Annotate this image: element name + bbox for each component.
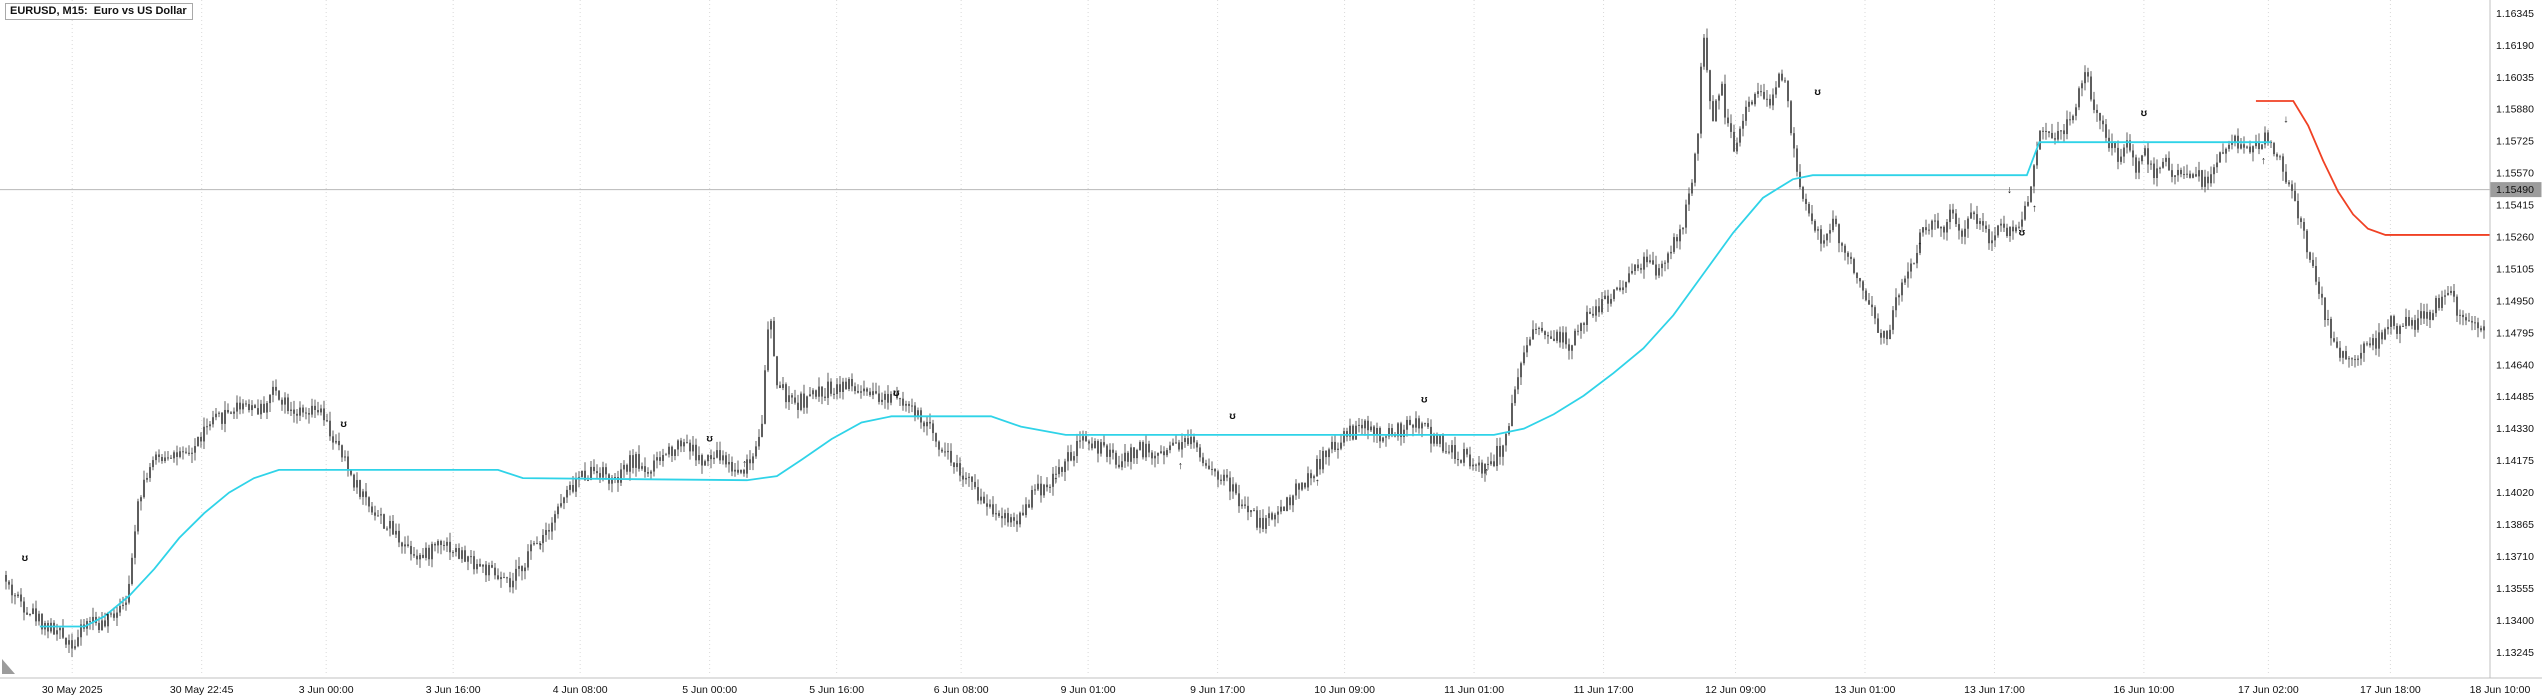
price-axis-label: 1.16035 xyxy=(2496,72,2534,84)
grid-lines xyxy=(71,0,2391,676)
price-axis-label: 1.14640 xyxy=(2496,359,2534,371)
up-signal-icon: ʊ xyxy=(2141,107,2148,119)
time-axis[interactable]: 30 May 2025 30 May 22:45 3 Jun 00:00 3 Jun … xyxy=(42,684,2531,696)
price-axis-label: 1.14020 xyxy=(2496,487,2534,499)
buy-arrow-icon: ↑ xyxy=(1484,466,1489,478)
trend-up-line xyxy=(39,141,2271,628)
buy-arrow-icon: ↑ xyxy=(1315,476,1320,488)
down-signal-icon: ʊ xyxy=(2019,226,2026,238)
price-axis-label: 1.16190 xyxy=(2496,40,2534,52)
price-axis-label: 1.14485 xyxy=(2496,391,2534,403)
signal-markers: ↑ ↑ ↑ ↑ ↑ ↑ ↑ ↑ ↑ ↑ ↓ ↓ ʊ ʊ ʊ ʊ ʊ ʊ ʊ ʊ ʊ xyxy=(22,86,2289,622)
price-axis[interactable]: 1.16345 1.16190 1.16035 1.15880 1.15725 1.155… xyxy=(2496,8,2534,659)
time-axis-label: 10 Jun 09:00 xyxy=(1314,684,1375,696)
time-axis-label: 11 Jun 01:00 xyxy=(1444,684,1504,696)
time-axis-label: 17 Jun 18:00 xyxy=(2360,684,2421,696)
buy-arrow-icon: ↑ xyxy=(2032,202,2037,214)
time-axis-label: 5 Jun 16:00 xyxy=(809,684,864,696)
time-axis-label: 3 Jun 00:00 xyxy=(299,684,354,696)
trend-down-line xyxy=(2255,100,2490,236)
price-tag-label: 1.15490 xyxy=(2496,184,2534,196)
sell-arrow-icon: ↓ xyxy=(2007,184,2012,196)
price-axis-label: 1.13245 xyxy=(2496,647,2534,659)
time-axis-label: 17 Jun 02:00 xyxy=(2238,684,2299,696)
time-axis-label: 4 Jun 08:00 xyxy=(553,684,608,696)
price-axis-label: 1.14175 xyxy=(2496,455,2534,467)
up-signal-icon: ʊ xyxy=(340,418,347,430)
chart-title: EURUSD, M15: Euro vs US Dollar xyxy=(5,3,193,20)
up-signal-icon: ʊ xyxy=(1229,410,1236,422)
up-signal-icon: ʊ xyxy=(706,432,713,444)
time-axis-label: 9 Jun 17:00 xyxy=(1190,684,1245,696)
time-axis-label: 30 May 2025 xyxy=(42,684,103,696)
price-axis-label: 1.15260 xyxy=(2496,232,2534,244)
buy-arrow-icon: ↑ xyxy=(1053,474,1058,486)
scroll-anchor-icon xyxy=(2,659,15,674)
candlesticks xyxy=(5,28,2485,658)
time-axis-label: 18 Jun 10:00 xyxy=(2470,684,2531,696)
price-axis-label: 1.15105 xyxy=(2496,263,2534,275)
time-axis-label: 13 Jun 01:00 xyxy=(1835,684,1896,696)
time-axis-label: 16 Jun 10:00 xyxy=(2114,684,2175,696)
price-tag: 1.15490 xyxy=(2490,182,2542,198)
sell-arrow-icon: ↓ xyxy=(2283,114,2288,126)
price-axis-label: 1.15415 xyxy=(2496,200,2534,212)
buy-arrow-icon: ↑ xyxy=(104,610,109,622)
buy-arrow-icon: ↑ xyxy=(538,540,543,552)
time-axis-label: 9 Jun 01:00 xyxy=(1061,684,1116,696)
time-axis-label: 30 May 22:45 xyxy=(170,684,234,696)
time-axis-label: 5 Jun 00:00 xyxy=(682,684,737,696)
price-axis-label: 1.13710 xyxy=(2496,551,2534,563)
up-signal-icon: ʊ xyxy=(1421,393,1428,405)
time-axis-label: 11 Jun 17:00 xyxy=(1574,684,1634,696)
price-axis-label: 1.15725 xyxy=(2496,136,2534,148)
up-signal-icon: ʊ xyxy=(22,552,29,564)
price-axis-label: 1.13555 xyxy=(2496,583,2534,595)
time-axis-label: 12 Jun 09:00 xyxy=(1705,684,1766,696)
price-axis-label: 1.14795 xyxy=(2496,327,2534,339)
buy-arrow-icon: ↑ xyxy=(2261,155,2266,167)
buy-arrow-icon: ↑ xyxy=(1178,460,1183,472)
time-axis-label: 3 Jun 16:00 xyxy=(426,684,481,696)
price-axis-label: 1.15570 xyxy=(2496,168,2534,180)
price-axis-label: 1.15880 xyxy=(2496,104,2534,116)
price-axis-label: 1.16345 xyxy=(2496,8,2534,20)
up-signal-icon: ʊ xyxy=(1814,86,1821,98)
time-axis-label: 6 Jun 08:00 xyxy=(934,684,989,696)
buy-arrow-icon: ↑ xyxy=(1917,239,1922,251)
up-signal-icon: ʊ xyxy=(893,387,900,399)
buy-arrow-icon: ↑ xyxy=(742,458,747,470)
price-axis-label: 1.14330 xyxy=(2496,423,2534,435)
time-axis-label: 13 Jun 17:00 xyxy=(1964,684,2025,696)
price-axis-label: 1.13865 xyxy=(2496,519,2534,531)
price-axis-label: 1.13400 xyxy=(2496,615,2534,627)
price-axis-label: 1.14950 xyxy=(2496,295,2534,307)
